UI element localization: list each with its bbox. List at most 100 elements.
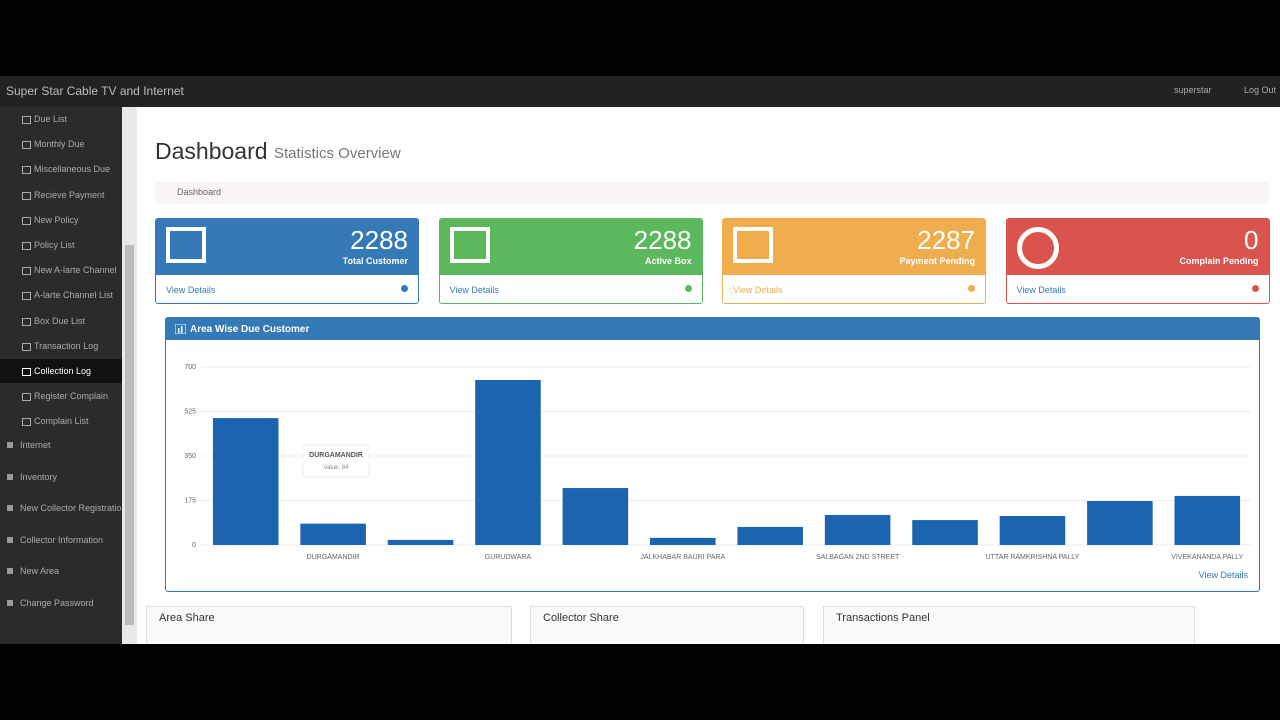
sidebar-item[interactable]: Collection Log [0,359,122,383]
sidebar-item[interactable]: Monthly Due [0,132,122,156]
tooltip-title: DURGAMANDIR [309,452,363,459]
panel: Transactions Panel [823,606,1195,644]
bar[interactable] [387,539,454,545]
bar[interactable] [1087,501,1153,545]
sidebar-section[interactable]: Change Password [0,591,122,615]
sidebar-item[interactable]: Due List [0,107,122,131]
sidebar-icon [7,505,13,512]
panel-title: Area Share [159,612,215,624]
stat-label: Payment Pending [899,256,975,266]
sidebar-item[interactable]: A-larte Channel List [0,283,122,307]
sidebar-icon [7,442,13,448]
bar[interactable] [562,488,629,545]
tooltip-value: Value: 84 [324,465,350,471]
details-icon [684,285,692,292]
bar[interactable] [912,520,978,545]
user-menu[interactable]: superstar [1174,85,1212,95]
sidebar-item[interactable]: New A-larte Channel [0,258,122,282]
sidebar-label: Recieve Payment [34,189,105,200]
sidebar-icon [22,418,31,427]
bar[interactable] [212,418,279,545]
sidebar-icon [22,267,31,276]
sidebar-item[interactable]: Policy List [0,233,122,257]
bar[interactable] [824,514,891,545]
navbar: Super Star Cable TV and Internet superst… [0,76,1280,107]
sidebar-label: New Policy [34,214,79,225]
stat-value: 0 [1244,225,1259,255]
sidebar-icon [7,473,13,480]
view-details[interactable]: View Details [1016,285,1066,295]
stat-icon [449,227,490,263]
stat-card: 2287 Payment Pending View Details [722,218,986,304]
details-icon [968,285,975,292]
y-tick-label: 0 [192,542,196,549]
sidebar-section[interactable]: Collector Information [0,528,122,552]
stat-card-header: 0 Complain Pending [1006,219,1269,275]
sidebar-label: Monthly Due [34,139,85,150]
x-tick-label: DURGAMANDIR [307,554,360,561]
stat-value: 2288 [350,225,408,255]
breadcrumb: Dashboard [155,182,1269,204]
sidebar-label: Policy List [34,240,75,250]
sidebar-item[interactable]: Miscellaneous Due [0,157,122,181]
sidebar-icon [22,317,31,326]
view-details[interactable]: View Details [449,285,499,295]
sidebar-item[interactable]: Recieve Payment [0,183,122,207]
stat-card: 2288 Active Box View Details [438,218,703,304]
sidebar-label: Miscellaneous Due [34,164,111,175]
x-tick-label: SALBAGAN 2ND STREET [816,554,900,561]
sidebar-section[interactable]: New Area [0,559,122,583]
sidebar: Due List Monthly Due Miscellaneous Due Reci… [0,107,122,644]
page-title: Dashboard [155,138,268,164]
stat-icon [1016,227,1059,269]
scroll-thumb[interactable] [125,245,134,625]
logout[interactable]: Log Out [1244,85,1277,95]
bar[interactable] [475,379,541,545]
stat-card-header: 2288 Total Customer [156,219,418,275]
sidebar-icon [22,116,31,124]
stat-card-header: 2287 Payment Pending [723,219,985,275]
view-details[interactable]: View Details [733,285,783,295]
sidebar-item[interactable]: New Policy [0,208,122,232]
x-tick-label: UTTAR RAMKRISHNA PALLY [986,554,1080,561]
stat-card-header: 2288 Active Box [439,219,702,275]
sidebar-item[interactable]: Complain List [0,409,122,433]
stat-icon [733,227,773,263]
panel-title: Collector Share [543,612,619,624]
sidebar-icon [7,568,13,575]
y-tick-label: 175 [184,498,196,505]
sidebar-label: Internet [20,440,51,450]
sidebar-label: New A-larte Channel [34,265,117,276]
stat-card: 0 Complain Pending View Details [1005,218,1270,304]
stat-label: Complain Pending [1179,256,1259,266]
bar[interactable] [999,516,1066,545]
sidebar-label: Inventory [20,471,58,482]
bar[interactable] [1174,495,1241,545]
sidebar-item[interactable]: Register Complain [0,384,122,408]
sidebar-label: Complain List [34,416,89,427]
sidebar-section[interactable]: Inventory [0,465,122,489]
sidebar-icon [22,216,31,225]
sidebar-item[interactable]: Transaction Log [0,334,122,358]
stat-label: Total Customer [342,256,408,266]
bar[interactable] [300,523,366,545]
y-tick-label: 525 [184,409,196,416]
view-details[interactable]: View Details [1199,570,1249,580]
y-tick-label: 350 [184,453,196,460]
bar[interactable] [650,537,716,545]
sidebar-section[interactable]: Internet [0,433,122,457]
brand[interactable]: Super Star Cable TV and Internet [6,84,184,98]
bar[interactable] [737,526,803,545]
scrollbar[interactable] [122,107,137,644]
sidebar-label: New Area [20,566,60,577]
sidebar-icon [22,191,31,200]
view-details[interactable]: View Details [166,285,216,295]
main-content: Dashboard Statistics Overview Dashboard … [137,107,1280,644]
sidebar-label: A-larte Channel List [34,290,114,301]
breadcrumb-item[interactable]: Dashboard [177,187,222,197]
sidebar-item[interactable]: Box Due List [0,309,122,333]
sidebar-section[interactable]: New Collector Registration [0,496,122,520]
sidebar-icon [22,342,31,351]
